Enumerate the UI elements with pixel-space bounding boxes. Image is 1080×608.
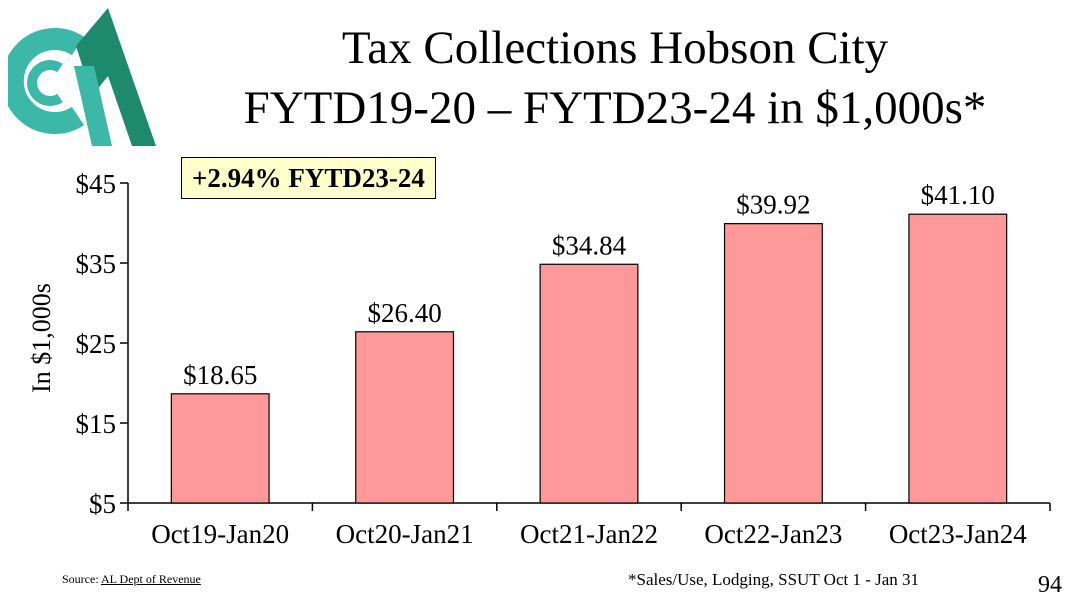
y-tick-label: $45 xyxy=(76,169,117,199)
x-tick-label: Oct21-Jan22 xyxy=(520,519,658,549)
bar xyxy=(539,263,639,504)
page-number: 94 xyxy=(1038,572,1062,598)
bar-value-label: $26.40 xyxy=(367,298,441,328)
value-labels: $18.65 $26.40 $34.84 $39.92 $41.10 xyxy=(183,180,995,390)
y-axis: $5 $15 $25 $35 $45 xyxy=(76,169,129,519)
bar-value-label: $34.84 xyxy=(552,230,627,260)
page-title-line2: FYTD19-20 – FYTD23-24 in $1,000s* xyxy=(243,82,987,134)
bar xyxy=(170,393,270,504)
y-tick-label: $5 xyxy=(89,489,116,519)
x-tick-label: Oct20-Jan21 xyxy=(336,519,474,549)
y-tick-label: $35 xyxy=(76,249,117,279)
y-tick-label: $25 xyxy=(76,329,117,359)
bar-value-label: $39.92 xyxy=(736,190,810,220)
x-tick-label: Oct22-Jan23 xyxy=(704,519,842,549)
bar xyxy=(723,223,823,504)
x-axis: Oct19-Jan20 Oct20-Jan21 Oct21-Jan22 Oct22-J… xyxy=(127,502,1051,549)
bar xyxy=(355,331,455,504)
y-tick-label: $15 xyxy=(76,409,117,439)
x-tick-label: Oct19-Jan20 xyxy=(151,519,289,549)
source-link[interactable]: AL Dept of Revenue xyxy=(101,572,201,586)
source-note: Source: AL Dept of Revenue xyxy=(62,572,201,587)
source-label: Source: xyxy=(62,572,101,586)
bar-value-label: $18.65 xyxy=(183,360,257,390)
page-title-line1: Tax Collections Hobson City xyxy=(341,22,889,74)
logo-icon xyxy=(8,8,156,146)
bars xyxy=(170,213,1008,504)
growth-badge: +2.94% FYTD23-24 xyxy=(181,157,436,199)
footnote: *Sales/Use, Lodging, SSUT Oct 1 - Jan 31 xyxy=(628,570,920,589)
bar xyxy=(908,213,1008,504)
y-axis-label: In $1,000s xyxy=(27,283,56,393)
bar-value-label: $41.10 xyxy=(921,180,995,210)
x-tick-label: Oct23-Jan24 xyxy=(889,519,1027,549)
